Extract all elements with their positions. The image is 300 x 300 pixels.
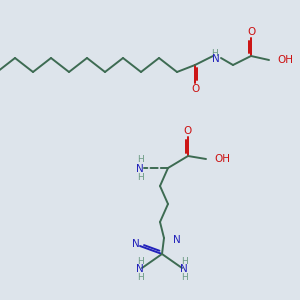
Text: O: O <box>247 27 255 37</box>
Text: N: N <box>212 54 220 64</box>
Text: N: N <box>180 264 188 274</box>
Text: H: H <box>136 256 143 266</box>
Text: O: O <box>184 126 192 136</box>
Text: OH: OH <box>214 154 230 164</box>
Text: N: N <box>173 235 181 245</box>
Text: H: H <box>181 272 188 281</box>
Text: H: H <box>136 172 143 182</box>
Text: N: N <box>136 164 144 174</box>
Text: H: H <box>211 49 218 58</box>
Text: OH: OH <box>277 55 293 65</box>
Text: N: N <box>136 264 144 274</box>
Text: H: H <box>181 256 188 266</box>
Text: H: H <box>136 272 143 281</box>
Text: N: N <box>132 239 140 249</box>
Text: O: O <box>191 84 199 94</box>
Text: H: H <box>136 154 143 164</box>
